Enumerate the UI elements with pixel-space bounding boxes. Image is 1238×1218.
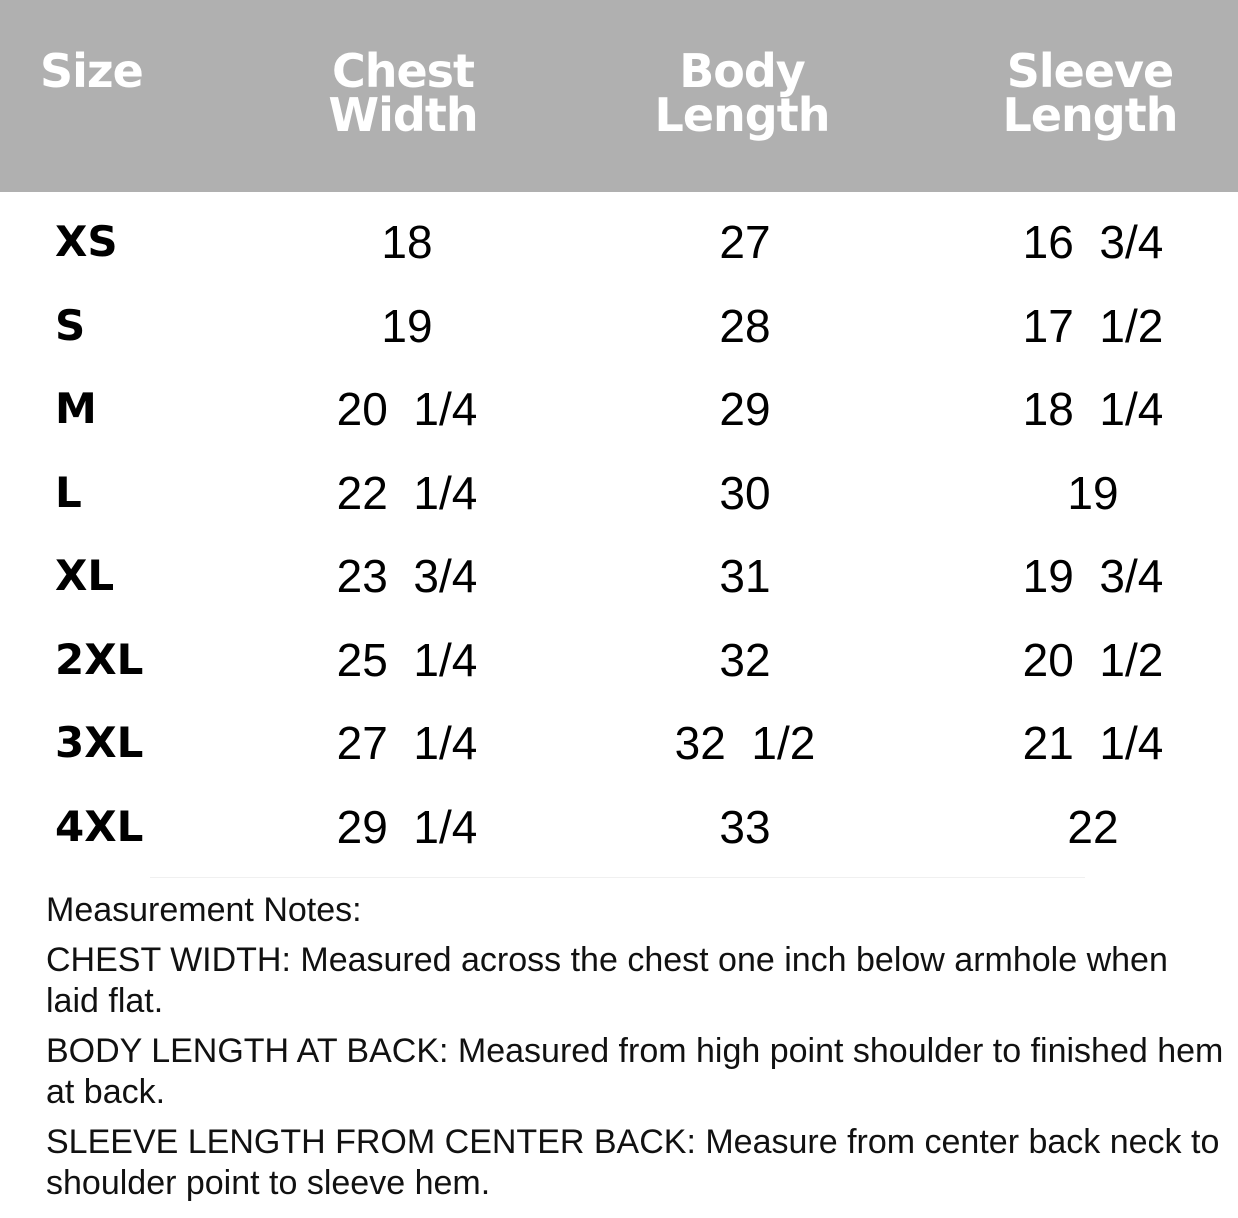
body-length-cell: 32 (719, 633, 771, 686)
header-body-line1: Body (679, 44, 806, 98)
header-size-label: Size (40, 44, 144, 98)
table-row: 2XL 25 1/4 32 20 1/2 (0, 617, 1238, 701)
header-sleeve-length: Sleeve Length (940, 44, 1238, 142)
header-chest-line1: Chest (331, 44, 475, 98)
chest-width-cell: 19 (381, 299, 433, 352)
chest-width-cell: 20 1/4 (336, 383, 478, 435)
table-row: 4XL 29 1/4 33 22 (0, 784, 1238, 868)
header-sleeve-line1: Sleeve (1006, 44, 1174, 98)
note-label: CHEST WIDTH: (46, 941, 291, 979)
note-text: Measure from center back neck to shoulde… (46, 1123, 1220, 1202)
size-cell: S (55, 300, 86, 350)
header-body-line2: Length (654, 88, 831, 142)
table-row: XL 23 3/4 31 19 3/4 (0, 533, 1238, 617)
header-chest-width: Chest Width (253, 44, 553, 142)
table-header: Size Chest Width Body Length Sleeve Leng… (0, 0, 1238, 192)
sleeve-length-cell: 22 (1067, 800, 1119, 853)
header-size: Size (40, 44, 160, 98)
note-body-length: BODY LENGTH AT BACK: Measured from high … (46, 1031, 1226, 1113)
table-row: 3XL 27 1/4 32 1/2 21 1/4 (0, 700, 1238, 784)
header-body-length: Body Length (592, 44, 892, 142)
table-row: M 20 1/4 29 18 1/4 (0, 366, 1238, 450)
sleeve-length-cell: 17 1/2 (1022, 299, 1164, 352)
chest-width-cell: 29 1/4 (336, 800, 478, 853)
chest-width-cell: 27 1/4 (336, 717, 478, 769)
header-chest-line2: Width (328, 88, 478, 142)
note-label: SLEEVE LENGTH FROM CENTER BACK: (46, 1123, 696, 1161)
measurement-notes: Measurement Notes: CHEST WIDTH: Measured… (46, 890, 1226, 1213)
size-cell: 4XL (55, 801, 144, 851)
divider (150, 877, 1085, 878)
note-chest-width: CHEST WIDTH: Measured across the chest o… (46, 940, 1226, 1022)
body-length-cell: 33 (719, 800, 771, 853)
chest-width-cell: 18 (381, 216, 433, 268)
size-cell: XS (55, 217, 118, 266)
table-row: XS 18 27 16 3/4 (0, 199, 1238, 283)
body-length-cell: 32 1/2 (674, 717, 816, 769)
sleeve-length-cell: 19 (1067, 466, 1119, 519)
body-length-cell: 29 (719, 383, 771, 435)
sleeve-length-cell: 19 3/4 (1022, 550, 1164, 602)
header-sleeve-line2: Length (1002, 88, 1179, 142)
size-cell: L (55, 467, 82, 517)
note-text: Measured across the chest one inch below… (46, 941, 1168, 1020)
note-text: Measured from high point shoulder to fin… (46, 1032, 1224, 1111)
chest-width-cell: 23 3/4 (336, 550, 478, 602)
size-cell: M (55, 384, 97, 433)
note-sleeve-length: SLEEVE LENGTH FROM CENTER BACK: Measure … (46, 1122, 1226, 1204)
chest-width-cell: 22 1/4 (336, 466, 478, 519)
body-length-cell: 28 (719, 299, 771, 352)
sleeve-length-cell: 16 3/4 (1022, 216, 1164, 268)
sleeve-length-cell: 20 1/2 (1022, 633, 1164, 686)
size-cell: XL (55, 551, 115, 600)
table-row: L 22 1/4 30 19 (0, 450, 1238, 534)
size-cell: 3XL (55, 718, 144, 767)
sleeve-length-cell: 18 1/4 (1022, 383, 1164, 435)
notes-title: Measurement Notes: (46, 891, 362, 929)
sleeve-length-cell: 21 1/4 (1022, 717, 1164, 769)
body-length-cell: 30 (719, 466, 771, 519)
table-row: S 19 28 17 1/2 (0, 283, 1238, 367)
size-cell: 2XL (55, 634, 144, 684)
chest-width-cell: 25 1/4 (336, 633, 478, 686)
note-label: BODY LENGTH AT BACK: (46, 1032, 449, 1070)
body-length-cell: 27 (719, 216, 771, 268)
body-length-cell: 31 (719, 550, 771, 602)
